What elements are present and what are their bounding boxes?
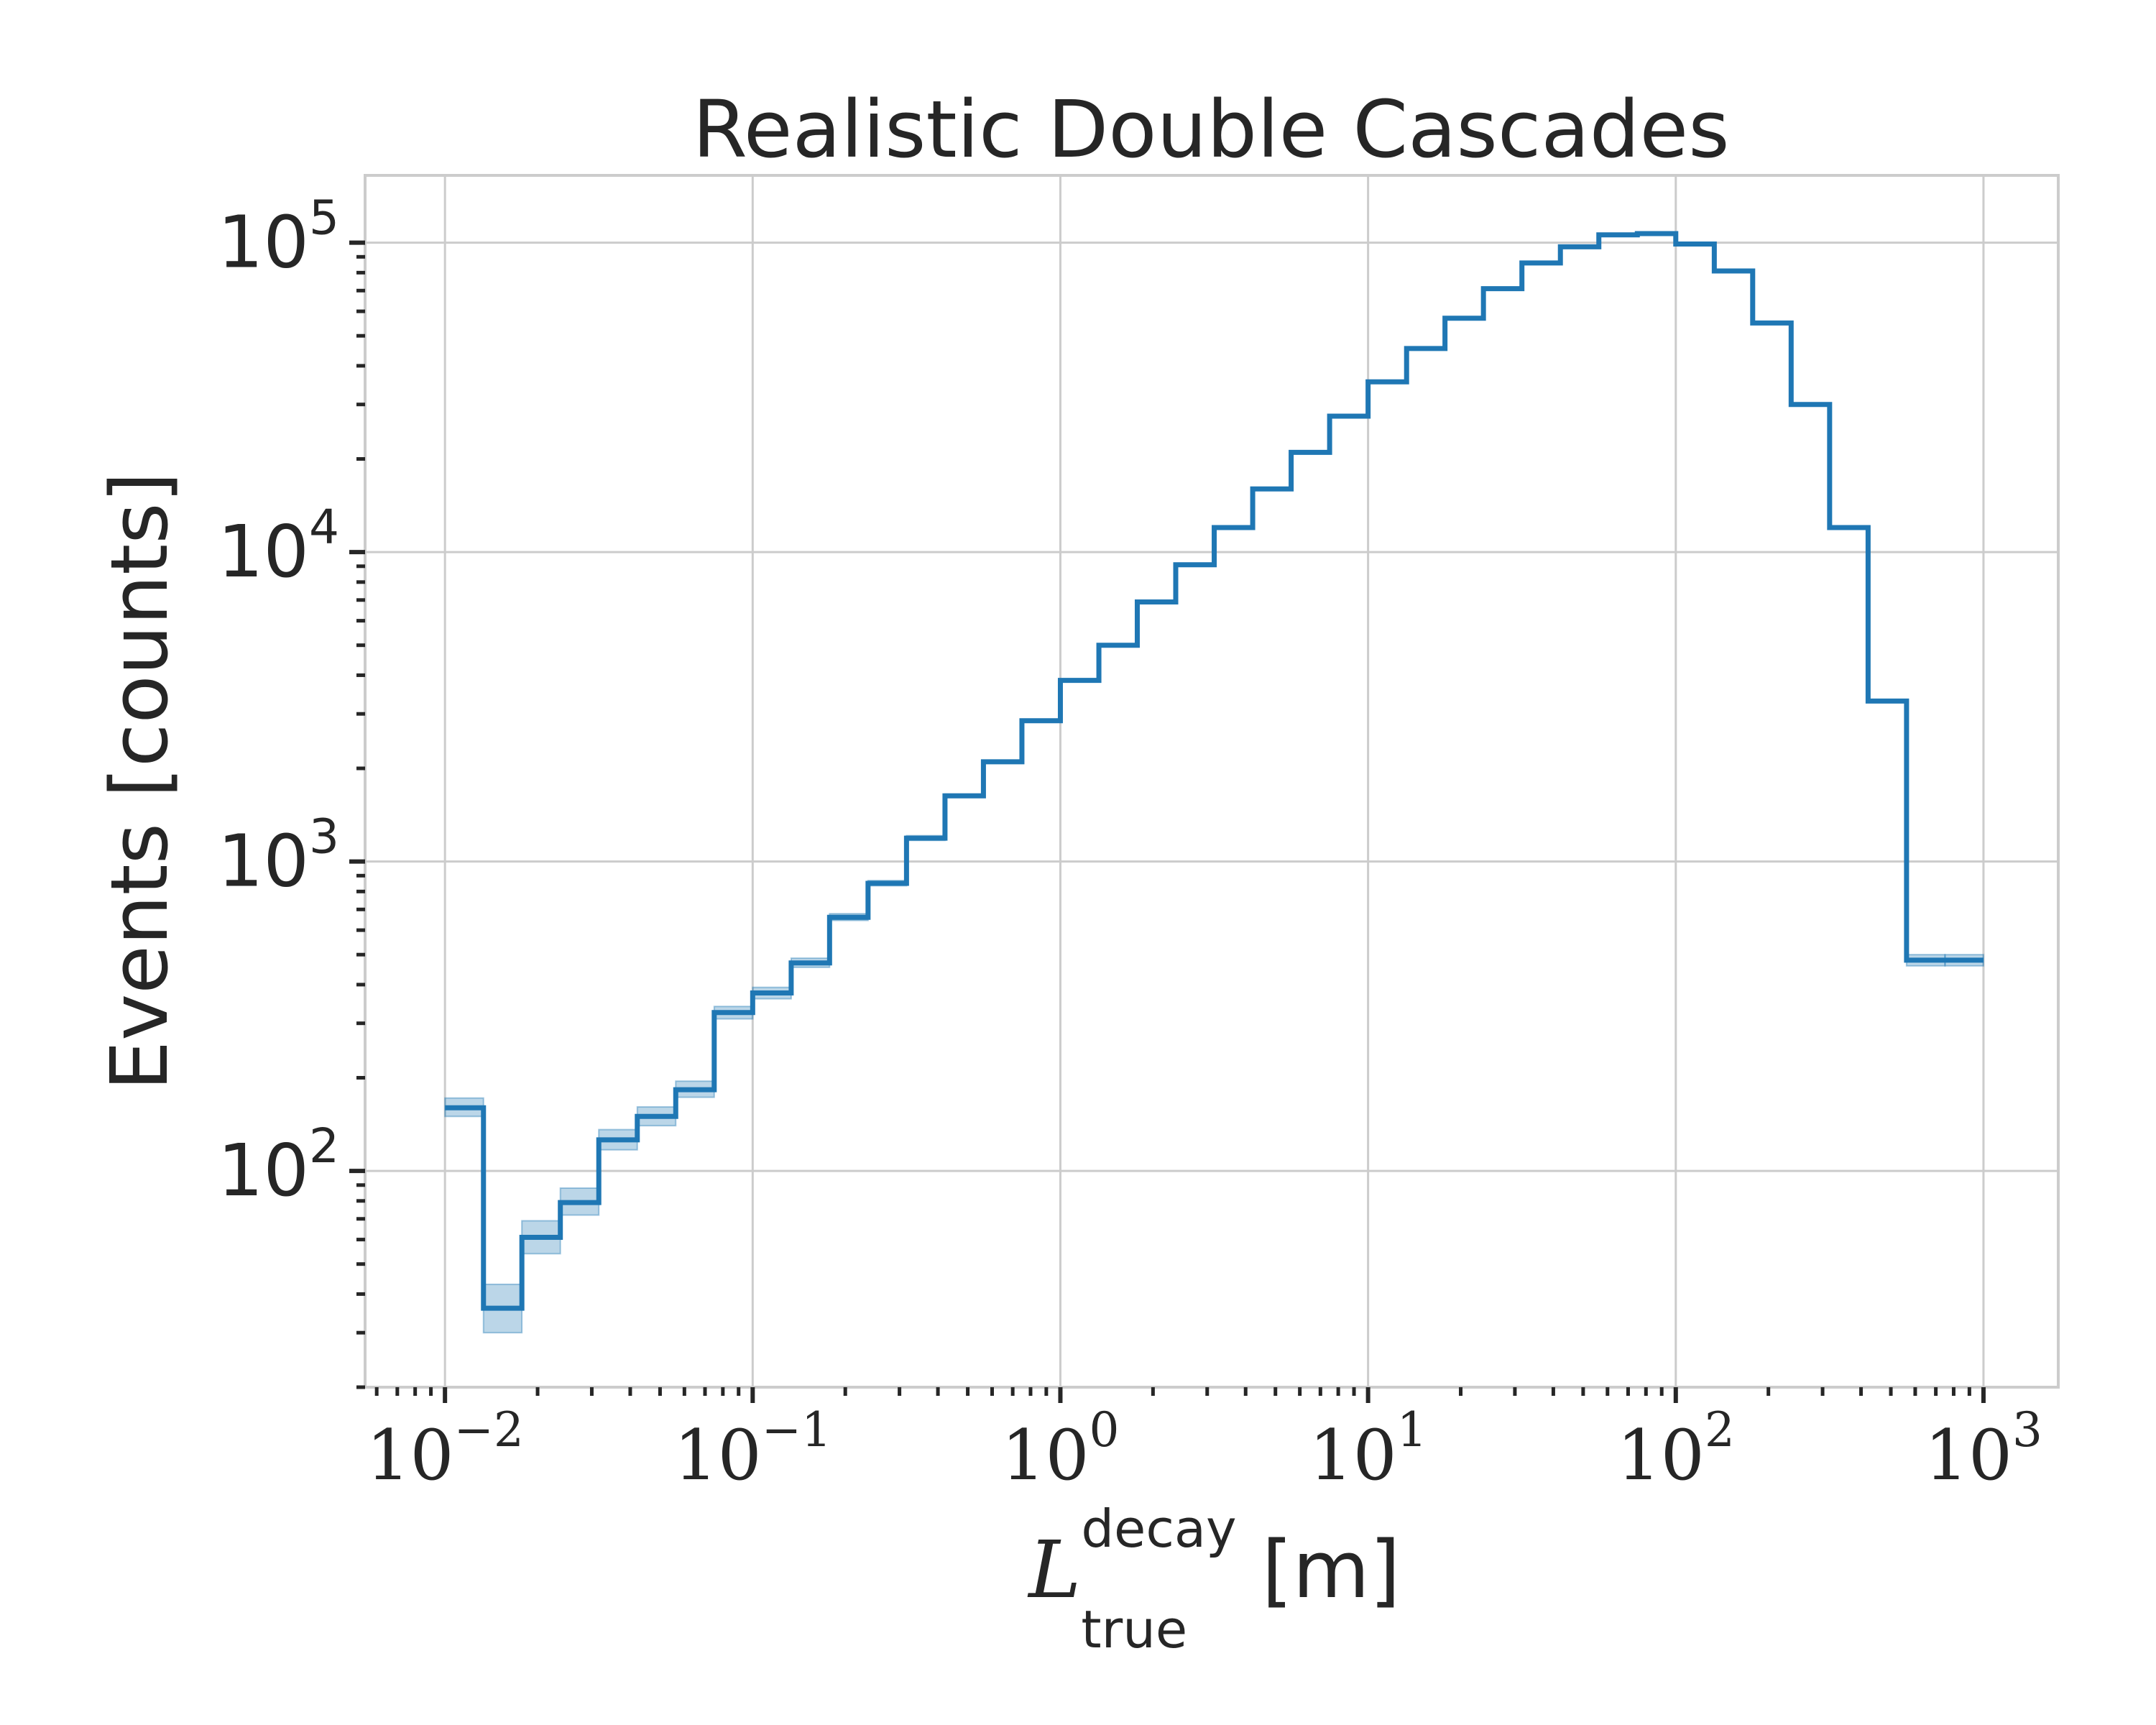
x-axis-label-subscript: true [1081,1599,1187,1660]
y-tick-base: 10 [218,510,309,594]
x-tick-base: 10 [674,1415,762,1496]
x-tick-base: 10 [1001,1415,1089,1496]
x-tick-label: 101 [1309,1402,1427,1496]
x-tick-exponent: −1 [762,1402,831,1458]
x-tick-label: 10−1 [674,1402,831,1496]
x-tick-labels: 10−2 10−1 100 101 102 103 [366,1402,2042,1496]
x-tick-label: 102 [1617,1402,1735,1496]
x-axis-label-unit: [m] [1237,1524,1401,1616]
y-tick-base: 10 [218,201,309,285]
x-tick-exponent: 0 [1089,1402,1120,1458]
x-tick-exponent: 1 [1397,1402,1427,1458]
x-tick-base: 10 [1617,1415,1705,1496]
histogram-series-line [445,231,1984,1311]
y-tick-exponent: 3 [309,809,339,865]
x-tick-base: 10 [366,1415,453,1496]
x-tick-base: 10 [1309,1415,1397,1496]
grid-lines [365,175,2058,1387]
chart-title: Realistic Double Cascades [692,83,1729,175]
x-axis-label-superscript: decay [1081,1499,1236,1559]
plot-frame [364,174,2060,1389]
x-tick-label: 10−2 [366,1402,523,1496]
y-tick-label: 103 [218,809,339,903]
x-axis-label: Ldecay true [m] [1027,1499,1400,1660]
x-axis-label-variable: L [1027,1524,1081,1616]
y-tick-label: 102 [218,1118,339,1213]
x-tick-label: 100 [1001,1402,1119,1496]
axis-ticks [349,240,1986,1403]
x-tick-exponent: −2 [454,1402,524,1458]
x-tick-exponent: 3 [2012,1402,2042,1458]
y-tick-exponent: 5 [309,190,339,246]
y-axis-label: Events [counts] [93,472,185,1091]
y-tick-label: 105 [218,190,339,285]
y-tick-exponent: 4 [309,500,339,555]
x-tick-label: 103 [1925,1402,2042,1496]
y-tick-exponent: 2 [309,1118,339,1174]
y-tick-base: 10 [218,819,309,903]
x-tick-base: 10 [1925,1415,2012,1496]
x-tick-exponent: 2 [1705,1402,1735,1458]
y-tick-base: 10 [218,1128,309,1213]
error-bands [444,232,1984,1334]
y-tick-label: 104 [218,500,339,594]
